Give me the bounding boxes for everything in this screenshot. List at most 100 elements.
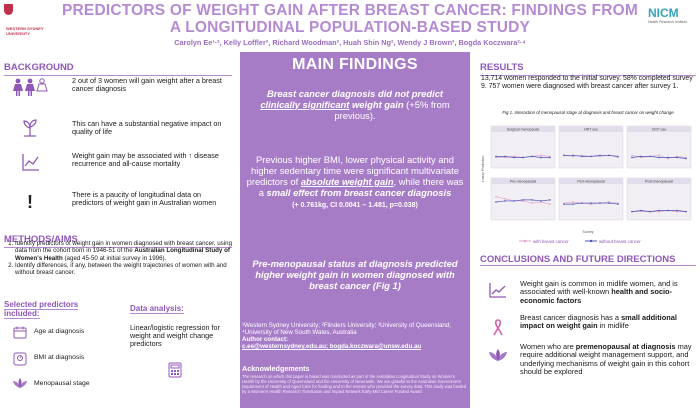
- western-sydney-logo: WESTERN SYDNEY UNIVERSITY: [4, 4, 44, 36]
- nicm-logo: NICM Health Research Institute: [648, 6, 688, 24]
- chart-point: [676, 209, 678, 212]
- exclamation-icon: !: [27, 192, 33, 212]
- chart-point: [531, 202, 533, 204]
- chart-panel-header: [491, 178, 555, 184]
- aims-heading: METHODS/AIMS: [4, 229, 232, 248]
- chart-point: [549, 156, 551, 159]
- trend-icon: [12, 152, 48, 172]
- chart-point: [599, 154, 601, 157]
- acknowledgements-text: The research on which this paper is base…: [242, 374, 467, 394]
- chart-point: [608, 154, 610, 157]
- chart-point: [504, 200, 506, 202]
- conclusion-1: Weight gain is common in midlife women, …: [520, 279, 678, 305]
- background-item-1: 2 out of 3 women will gain weight after …: [72, 76, 222, 94]
- chart-point: [667, 209, 669, 212]
- chart-panel-header: [559, 178, 623, 184]
- predictor-bmi: BMI at diagnosis: [34, 354, 85, 361]
- finding-1: Breast cancer diagnosis did not predict …: [260, 88, 450, 121]
- conclusion-2: Breast cancer diagnosis has a small addi…: [520, 313, 677, 331]
- chart-point: [581, 202, 583, 204]
- background-item-3: Weight gain may be associated with ↑ dis…: [72, 151, 219, 169]
- legend-with-label: with breast cancer: [533, 239, 569, 244]
- chart-point: [549, 199, 551, 201]
- figure-1-chart: Linear Prediction Surgical menopause HRT …: [481, 125, 692, 244]
- background-item-4: There is a paucity of longitudinal data …: [72, 190, 217, 208]
- chart-panel-title: Peri-menopausal: [577, 180, 604, 184]
- background-heading: BACKGROUND: [4, 57, 232, 76]
- finding-3: Pre-menopausal status at diagnosis predi…: [252, 258, 458, 291]
- chart-point: [495, 201, 497, 203]
- chart-point: [590, 202, 592, 204]
- main-findings-panel: MAIN FINDINGS Breast cancer diagnosis di…: [240, 52, 470, 408]
- chart-point: [590, 155, 592, 158]
- scale-icon: [12, 352, 28, 366]
- chart-point: [640, 209, 642, 212]
- predictor-menopause: Menopausal stage: [34, 380, 90, 387]
- chart-panel-title: Post-menopausal: [645, 180, 673, 184]
- results-heading: RESULTS: [480, 57, 696, 76]
- chart-panel: [490, 125, 556, 169]
- chart-point: [563, 203, 565, 205]
- chart-panel-header: [491, 126, 555, 132]
- data-analysis-heading: Data analysis:: [130, 304, 184, 314]
- chart-point: [540, 154, 542, 157]
- chart-panel-title: HRT use: [584, 128, 598, 132]
- chart-point: [581, 155, 583, 158]
- chart-point: [667, 156, 669, 159]
- predictor-age: Age at diagnosis: [34, 328, 85, 335]
- chart-point: [631, 154, 633, 157]
- chart-point: [572, 201, 574, 203]
- predictors-heading: Selected predictors included:: [4, 300, 79, 319]
- chart-panel-title: OCP use: [652, 128, 667, 132]
- chart-point: [504, 198, 506, 200]
- chart-panel: [558, 177, 624, 221]
- author-contact-link[interactable]: c.ee@westernsydney.edu.au; bogda.koczwar…: [242, 343, 422, 350]
- chart-point: [640, 155, 642, 158]
- calculator-icon: [168, 362, 182, 378]
- women-icon: [12, 78, 48, 98]
- chart-panel-header: [627, 126, 691, 132]
- chart-point: [572, 203, 574, 205]
- chart-point: [572, 154, 574, 157]
- chart-point: [531, 199, 533, 201]
- chart-point: [513, 156, 515, 159]
- chart-panel-title: Surgical menopause: [507, 128, 540, 132]
- chart-point: [495, 195, 497, 198]
- chart-point: [495, 155, 497, 158]
- ribbon-icon: [487, 318, 509, 339]
- chart-point: [685, 157, 687, 160]
- chart-point: [676, 156, 678, 159]
- chart-point: [617, 155, 619, 158]
- chart-point: [658, 154, 660, 157]
- finding-2: Previous higher BMI, lower physical acti…: [246, 154, 464, 209]
- authors: Carolyn Ee¹·², Kelly Loffler², Richard W…: [174, 38, 526, 47]
- aims-list: Identify predictors of weight gain in wo…: [6, 240, 234, 276]
- chart-point: [631, 156, 633, 159]
- chart-point: [522, 199, 524, 201]
- chart-point: [504, 155, 506, 158]
- chart-point: [608, 202, 610, 204]
- chart-point: [513, 200, 515, 202]
- chart-panel-header: [559, 126, 623, 132]
- results-text: 13,714 women responded to the initial su…: [481, 75, 693, 90]
- figure-caption: Fig 1. Interaction of menopausal stage a…: [502, 110, 674, 115]
- chart-xlabel: Survey: [582, 230, 593, 234]
- legend-without-label: without breast cancer: [599, 239, 641, 244]
- aim-1: Identify predictors of weight gain in wo…: [15, 240, 234, 262]
- aim-2: Identify differences, if any, between th…: [15, 262, 234, 277]
- chart-point: [540, 200, 542, 202]
- chart-point: [649, 155, 651, 158]
- legend-without-marker: [589, 239, 593, 243]
- chart-panel: [490, 177, 556, 221]
- chart-point: [617, 203, 619, 205]
- chart-point: [540, 156, 542, 159]
- legend-with-marker: [523, 239, 527, 243]
- trend-up-icon: [487, 282, 509, 301]
- main-findings-heading: MAIN FINDINGS: [292, 56, 418, 73]
- calendar-icon: [12, 326, 28, 340]
- acknowledgements-heading: Acknowledgements: [242, 364, 310, 373]
- plant-icon: [12, 118, 48, 138]
- chart-point: [658, 209, 660, 212]
- chart-point: [522, 156, 524, 159]
- chart-point: [599, 202, 601, 204]
